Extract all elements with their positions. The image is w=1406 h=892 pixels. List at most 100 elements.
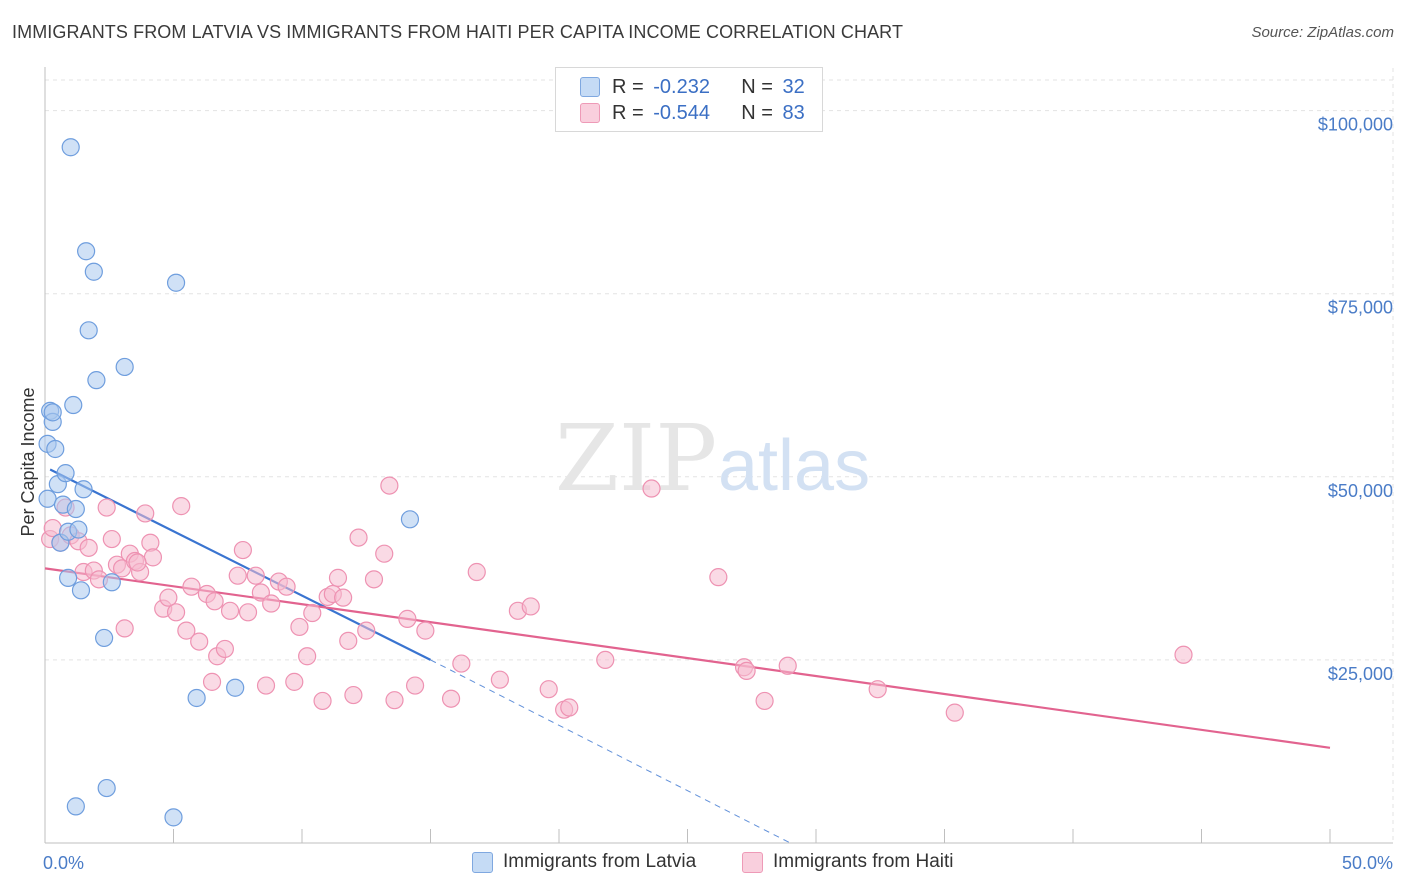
haiti-point xyxy=(521,597,540,616)
haiti-point xyxy=(220,601,240,620)
haiti-point xyxy=(560,698,579,717)
haiti-point xyxy=(102,529,121,549)
haiti-point xyxy=(539,680,558,699)
haiti-point xyxy=(328,568,348,587)
latvia-swatch xyxy=(580,77,600,97)
y-tick-labels: $25,000 $50,000 $75,000 $100,000 xyxy=(1318,115,1393,684)
watermark: ZIP atlas xyxy=(555,405,870,512)
y-tick-label: $100,000 xyxy=(1318,115,1393,135)
haiti-point xyxy=(313,691,332,711)
haiti-point xyxy=(1174,645,1193,664)
latvia-point xyxy=(187,688,206,708)
latvia-point xyxy=(87,371,106,390)
latvia-point xyxy=(166,273,186,292)
haiti-point xyxy=(215,639,234,659)
latvia-point xyxy=(64,395,83,415)
haiti-point xyxy=(405,676,425,695)
haiti-point xyxy=(596,650,615,670)
haiti-point xyxy=(364,570,384,589)
x-tick-label: 0.0% xyxy=(43,853,84,873)
latvia-point xyxy=(226,678,245,697)
latvia-point xyxy=(77,242,96,261)
haiti-point xyxy=(642,479,661,498)
haiti-point xyxy=(344,685,363,705)
haiti-point xyxy=(398,609,417,628)
trend-lines xyxy=(44,468,1331,844)
chart-title: IMMIGRANTS FROM LATVIA VS IMMIGRANTS FRO… xyxy=(12,22,904,42)
haiti-point xyxy=(128,553,147,572)
source-label: Source: ZipAtlas.com xyxy=(1251,24,1394,41)
latvia-point xyxy=(46,439,65,459)
haiti-point xyxy=(285,672,304,691)
haiti-point xyxy=(233,540,252,560)
bottom-haiti-label: Immigrants from Haiti xyxy=(773,851,954,872)
latvia-point xyxy=(95,628,114,648)
haiti-point xyxy=(79,538,98,557)
legend-row-haiti: R = -0.544 N = 83 xyxy=(580,101,805,125)
y-tick-label: $75,000 xyxy=(1328,298,1393,318)
haiti-point xyxy=(349,528,368,547)
haiti-n-label: N = xyxy=(741,101,779,124)
haiti-point xyxy=(290,617,309,637)
haiti-r-value: -0.544 xyxy=(653,101,710,124)
x-tick-label: 50.0% xyxy=(1342,853,1393,873)
latvia-r-value: -0.232 xyxy=(653,75,710,98)
haiti-point xyxy=(262,594,281,613)
haiti-point xyxy=(490,670,509,689)
latvia-point xyxy=(38,489,57,508)
haiti-point xyxy=(303,603,322,623)
latvia-trend-extension xyxy=(430,659,791,844)
latvia-point xyxy=(61,138,80,157)
bottom-legend-haiti: Immigrants from Haiti xyxy=(742,851,954,873)
latvia-r-label: R = xyxy=(612,75,650,98)
latvia-point xyxy=(102,573,121,592)
x-tick-labels: 0.0% 50.0% xyxy=(43,853,1393,873)
haiti-point xyxy=(202,672,222,691)
haiti-point xyxy=(416,621,435,640)
bottom-latvia-label: Immigrants from Latvia xyxy=(503,851,697,872)
haiti-point xyxy=(182,577,201,596)
bottom-haiti-swatch xyxy=(742,851,763,873)
haiti-point xyxy=(334,588,353,607)
axes xyxy=(44,67,1393,844)
haiti-point xyxy=(177,621,196,640)
haiti-point xyxy=(357,621,376,640)
haiti-point xyxy=(143,548,163,567)
latvia-point xyxy=(66,797,85,816)
y-axis-label: Per Capita Income xyxy=(18,387,38,536)
latvia-point xyxy=(97,778,116,798)
latvia-point xyxy=(66,499,85,519)
latvia-point xyxy=(56,464,75,483)
bottom-legend-latvia: Immigrants from Latvia xyxy=(472,851,696,873)
haiti-point xyxy=(228,566,247,585)
haiti-point xyxy=(246,566,265,585)
haiti-point xyxy=(339,631,358,650)
y-tick-label: $50,000 xyxy=(1328,481,1393,501)
haiti-point xyxy=(385,691,404,710)
legend-row-latvia: R = -0.232 N = 32 xyxy=(580,75,805,99)
haiti-point xyxy=(868,680,887,699)
watermark-atlas: atlas xyxy=(718,426,870,506)
haiti-point xyxy=(166,603,186,622)
haiti-n-value: 83 xyxy=(782,101,805,124)
haiti-point xyxy=(277,577,296,596)
latvia-point xyxy=(71,581,91,600)
haiti-point xyxy=(945,703,964,722)
watermark-zip: ZIP xyxy=(555,405,717,512)
haiti-point xyxy=(467,562,486,582)
latvia-point xyxy=(74,480,93,499)
haiti-point xyxy=(136,504,155,523)
latvia-point xyxy=(79,321,98,340)
haiti-point xyxy=(755,691,774,711)
latvia-point xyxy=(400,510,420,529)
latvia-point xyxy=(69,520,88,539)
latvia-point xyxy=(43,403,62,422)
latvia-point xyxy=(84,262,103,281)
haiti-point xyxy=(298,647,317,666)
latvia-n-label: N = xyxy=(741,75,779,98)
bottom-latvia-swatch xyxy=(472,851,493,873)
haiti-point xyxy=(238,603,258,622)
haiti-point xyxy=(778,656,797,675)
haiti-point xyxy=(441,689,461,708)
haiti-point xyxy=(159,588,178,607)
